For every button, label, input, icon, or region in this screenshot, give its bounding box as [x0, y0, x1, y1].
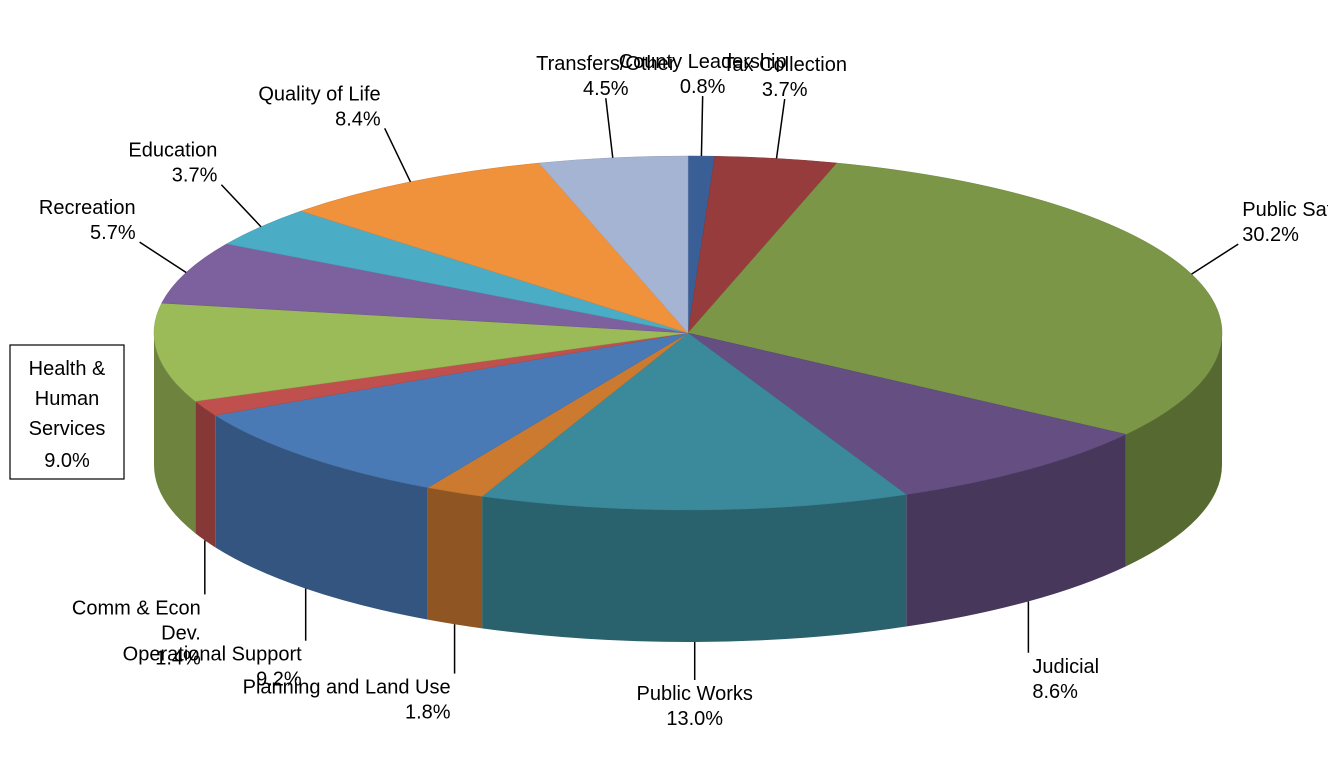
label-public-works: Public Works	[637, 683, 753, 705]
pie-side-walls	[154, 333, 1222, 642]
label-county-leadership-value: 0.8%	[680, 76, 726, 98]
pie-slice-health-and-human-services	[153, 302, 689, 402]
label-box-health-and-human-services	[9, 344, 125, 480]
pie-slice-judicial	[687, 332, 1127, 495]
pie-side-operational-support	[215, 415, 428, 620]
pie-side-planning-and-land-use	[427, 487, 483, 629]
leader-line-county-leadership	[700, 96, 704, 157]
leader-line-transfers-other	[605, 98, 614, 158]
label-comm-and-econ-dev-value: 1.4%	[155, 647, 201, 669]
label-operational-support: Operational Support	[123, 644, 302, 666]
pie-slice-operational-support	[214, 332, 689, 488]
label-transfers-other-value: 4.5%	[583, 78, 629, 100]
label-health-and-human-services-line2: Human	[35, 388, 99, 410]
label-comm-and-econ-dev-line1: Comm & Econ	[72, 597, 201, 619]
pie-side-health-and-human-services	[154, 333, 196, 534]
label-recreation: Recreation	[39, 197, 136, 219]
label-public-safety-value: 30.2%	[1242, 224, 1299, 246]
leader-line-tax-collection	[775, 98, 786, 159]
label-quality-of-life: Quality of Life	[258, 83, 380, 105]
label-public-safety: Public Safety	[1242, 199, 1328, 221]
label-county-leadership: County Leadership	[619, 51, 787, 73]
label-transfers-other: Transfers/Other	[536, 53, 676, 75]
pie-slice-public-safety	[687, 162, 1223, 435]
label-health-and-human-services-line3: Services	[29, 418, 106, 440]
label-operational-support-value: 9.2%	[256, 669, 302, 691]
pie-side-judicial	[906, 434, 1126, 627]
label-judicial-value: 8.6%	[1032, 681, 1078, 703]
label-comm-and-econ-dev-line2: Dev.	[161, 622, 201, 644]
label-health-and-human-services-value: 9.0%	[44, 450, 90, 472]
label-tax-collection: Tax Collection	[722, 54, 847, 76]
label-health-and-human-services-line1: Health &	[29, 358, 106, 380]
label-education-value: 3.7%	[172, 165, 218, 187]
label-education: Education	[128, 140, 217, 162]
pie-slice-public-works	[481, 332, 907, 511]
pie-slice-transfers-other	[538, 155, 689, 334]
leader-line-public-safety	[1191, 243, 1239, 275]
pie-side-comm-and-econ-dev	[195, 401, 216, 548]
pie-top	[153, 155, 1223, 511]
pie-slice-recreation	[161, 243, 689, 334]
leader-line-education	[220, 184, 262, 228]
label-quality-of-life-value: 8.4%	[335, 108, 381, 130]
label-tax-collection-value: 3.7%	[762, 79, 808, 101]
pie-labels: County Leadership 0.8%Tax Collection 3.7% P…	[9, 51, 1328, 730]
label-public-works-value: 13.0%	[666, 708, 723, 730]
label-recreation-value: 5.7%	[90, 222, 136, 244]
leader-line-quality-of-life	[384, 128, 412, 183]
pie-slice-quality-of-life	[300, 162, 689, 334]
label-planning-and-land-use: Planning and Land Use	[243, 677, 451, 699]
label-planning-and-land-use-value: 1.8%	[405, 702, 451, 724]
pie-side-public-safety	[1125, 333, 1222, 567]
leader-line-recreation	[139, 241, 187, 274]
label-judicial: Judicial	[1032, 656, 1099, 678]
pie-side-public-works	[482, 494, 907, 642]
